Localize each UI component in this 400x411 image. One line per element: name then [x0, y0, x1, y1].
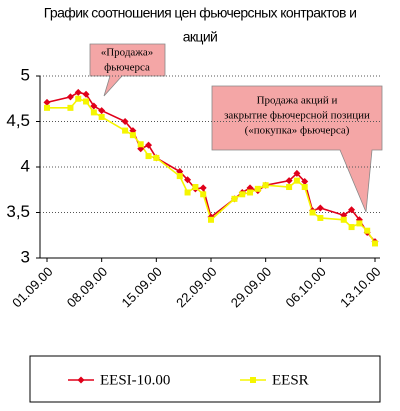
point	[121, 118, 129, 125]
point	[184, 176, 192, 184]
chart-title: акций	[183, 29, 218, 45]
callout	[211, 85, 383, 213]
y-tick-label: 5	[21, 65, 30, 84]
legend-marker	[77, 376, 85, 384]
point	[364, 227, 371, 234]
point	[44, 104, 50, 111]
point	[208, 216, 214, 223]
point	[247, 189, 254, 196]
callout	[89, 43, 166, 97]
point	[293, 169, 301, 177]
point	[317, 214, 324, 221]
point	[254, 185, 261, 192]
point	[74, 88, 82, 96]
legend	[29, 355, 381, 403]
annotation: закрытие фьючерсной позиции	[224, 110, 370, 122]
annotation: Продажа акций и	[257, 95, 338, 107]
annotation: фьючерса	[104, 62, 150, 74]
point	[340, 216, 347, 223]
point	[137, 141, 144, 148]
y-tick-label: 3,5	[6, 202, 30, 221]
point	[67, 104, 74, 111]
y-tick-label: 4,5	[6, 111, 30, 130]
point	[98, 107, 106, 115]
point	[82, 90, 90, 98]
point	[75, 95, 82, 102]
legend-marker	[250, 377, 256, 383]
point	[301, 184, 308, 191]
point	[262, 182, 269, 189]
point	[129, 132, 136, 139]
point	[309, 209, 316, 216]
point	[145, 153, 152, 160]
point	[176, 173, 183, 180]
chart-title: График соотношения цен фьючерсных контра…	[44, 5, 357, 21]
point	[293, 177, 300, 184]
point	[301, 178, 309, 186]
annotation: «Продажа»	[101, 47, 154, 59]
legend-label: EESR	[272, 372, 309, 388]
point	[199, 184, 207, 192]
point	[98, 113, 105, 120]
point	[83, 98, 90, 105]
point	[231, 195, 238, 202]
point	[90, 102, 98, 110]
point	[184, 189, 191, 196]
point	[286, 184, 293, 191]
point	[90, 109, 97, 116]
point	[239, 191, 246, 198]
point	[153, 154, 160, 161]
y-tick-label: 4	[21, 156, 30, 175]
point	[145, 141, 153, 149]
annotation: («покупка» фьючерса)	[245, 125, 350, 137]
point	[200, 191, 207, 198]
point	[192, 184, 199, 191]
point	[372, 240, 378, 247]
legend-label: EESI-10.00	[100, 372, 170, 388]
point	[348, 224, 355, 231]
point	[66, 93, 74, 101]
point	[348, 206, 356, 214]
point	[316, 204, 324, 212]
point	[43, 98, 51, 106]
point	[122, 127, 129, 134]
y-tick-label: 3	[21, 247, 30, 266]
point	[285, 177, 293, 185]
point	[356, 220, 363, 227]
